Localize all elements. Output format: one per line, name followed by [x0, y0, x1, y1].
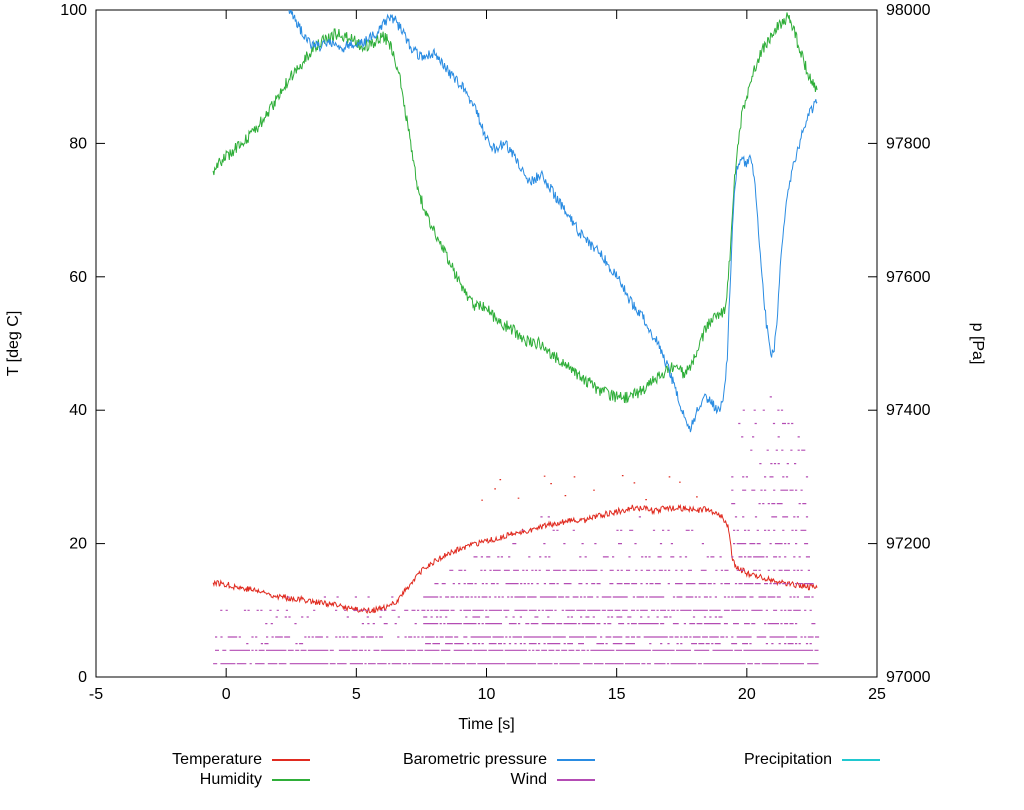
legend-item-humidity: Humidity	[172, 770, 310, 790]
svg-text:80: 80	[69, 135, 87, 152]
legend-label-humidity: Humidity	[199, 771, 262, 788]
legend-column-2: Barometric pressure Wind	[403, 750, 595, 790]
legend-label-precipitation: Precipitation	[743, 751, 832, 768]
chart-legend: Temperature Humidity Barometric pressure…	[0, 750, 1024, 810]
legend-item-temperature: Temperature	[172, 750, 310, 770]
svg-text:100: 100	[60, 2, 87, 19]
svg-text:5: 5	[352, 686, 361, 703]
legend-line-sample-temperature	[272, 759, 310, 761]
svg-text:0: 0	[78, 669, 87, 686]
svg-text:Time [s]: Time [s]	[458, 716, 514, 733]
legend-line-sample-precipitation	[842, 759, 880, 761]
svg-text:p [Pa]: p [Pa]	[969, 323, 986, 365]
svg-text:98000: 98000	[886, 2, 931, 19]
svg-text:40: 40	[69, 402, 87, 419]
legend-column-3: Precipitation	[744, 750, 880, 790]
svg-text:10: 10	[478, 686, 496, 703]
svg-text:97600: 97600	[886, 269, 931, 286]
svg-text:97400: 97400	[886, 402, 931, 419]
svg-text:97200: 97200	[886, 536, 931, 553]
svg-text:60: 60	[69, 269, 87, 286]
legend-label-wind: Wind	[510, 771, 547, 788]
legend-line-sample-wind	[557, 779, 595, 781]
svg-text:97000: 97000	[886, 669, 931, 686]
legend-line-sample-barometric-pressure	[557, 759, 595, 761]
legend-item-precipitation: Precipitation	[744, 750, 880, 770]
svg-text:-5: -5	[89, 686, 103, 703]
svg-text:25: 25	[868, 686, 886, 703]
legend-item-barometric-pressure: Barometric pressure	[403, 750, 595, 770]
legend-label-barometric-pressure: Barometric pressure	[402, 751, 547, 768]
svg-text:0: 0	[222, 686, 231, 703]
svg-text:20: 20	[738, 686, 756, 703]
weather-multiaxis-chart: -5 0 5 10 15 20 250204060801009700097200974009…	[5, 2, 986, 733]
legend-line-sample-humidity	[272, 779, 310, 781]
svg-text:T [deg C]: T [deg C]	[5, 311, 22, 377]
svg-text:15: 15	[608, 686, 626, 703]
legend-item-wind: Wind	[403, 770, 595, 790]
legend-column-1: Temperature Humidity	[172, 750, 310, 790]
legend-label-temperature: Temperature	[172, 751, 262, 768]
svg-text:20: 20	[69, 536, 87, 553]
svg-text:97800: 97800	[886, 135, 931, 152]
